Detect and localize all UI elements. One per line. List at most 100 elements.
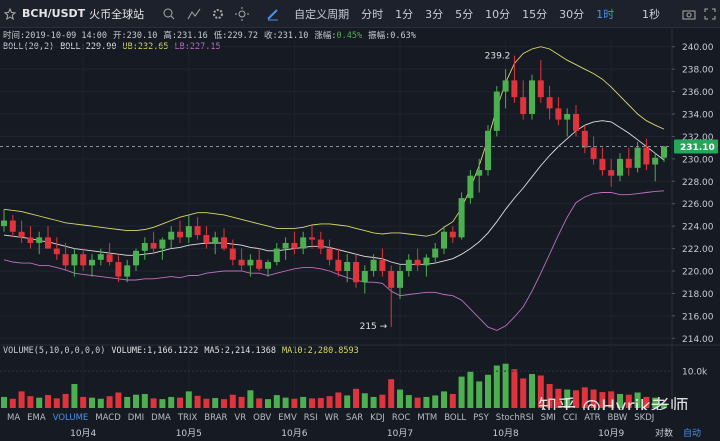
x-tick-label: 10月9 [598,428,624,439]
candle-body [221,237,227,249]
volume-bar [353,388,359,408]
info-label: 涨幅: [314,31,337,41]
volume-bar [502,363,509,408]
y-tick-label: 230.00 [682,155,714,165]
volume-bar [124,396,131,408]
y-tick-label: 216.00 [682,312,714,322]
volume-bar [45,395,51,408]
candle-body [326,248,333,260]
period-menu[interactable]: 自定义周期 [294,7,350,21]
candle-body [238,259,245,266]
indicator-tab[interactable]: DMI [127,413,145,423]
info-label: 时间: [3,31,26,41]
volume-bar [555,388,562,408]
indicator-tab[interactable]: CCI [562,413,578,423]
indicator-tab[interactable]: MACD [95,413,121,423]
period[interactable]: 分时 [361,7,384,21]
volume-bar [661,403,667,408]
period[interactable]: 1时 [596,7,615,21]
info-item: 涨幅:0.45% [314,31,362,41]
volume-bar [388,379,395,408]
indicator-tab[interactable]: EMA [27,413,46,423]
camera-icon[interactable] [682,8,696,20]
indicator-tab[interactable]: PSY [473,413,489,423]
volume-bar [168,396,175,408]
indicator-tab[interactable]: TRIX [177,413,198,423]
indicator-tab[interactable]: RSI [303,413,318,423]
last-price-box [674,139,718,154]
volume-bar [9,398,16,408]
indicator-tab[interactable]: OBV [253,413,272,423]
indicator-tab[interactable]: BBW [607,413,628,423]
candle-body [537,80,544,98]
indicator-tab[interactable]: MA [7,413,21,423]
candle-body [441,231,447,249]
indicator-tab[interactable]: SMI [540,413,556,423]
period[interactable]: 1分 [395,7,414,21]
boll-legend: BOLL(20,2) BOLL:229.90 UB:232.65 LB:227.15 [3,42,227,52]
tool-icons[interactable] [186,6,256,22]
volume-bar [608,391,615,408]
info-label: 开: [113,31,127,41]
volume-bar [203,398,210,408]
volume-bar [573,390,579,408]
search-icon[interactable] [162,7,176,21]
volume-bar [194,395,201,408]
volume-bar [397,389,403,408]
candle-body [89,259,95,266]
volume-bar [62,393,69,408]
volume-bar [221,399,227,408]
indicator-tab[interactable]: KDJ [370,413,385,423]
info-item: 开:230.10 [113,31,157,41]
star-icon[interactable] [4,7,16,20]
info-value: 229.72 [227,31,259,41]
period[interactable]: 30分 [559,7,585,21]
indicator-tab[interactable]: WR [324,413,339,423]
candle-body [370,259,377,271]
volume-bar [467,371,474,408]
candle-body [617,158,623,176]
info-value: 230.10 [126,31,158,41]
period[interactable]: 5分 [455,7,474,21]
indicator-tab[interactable]: StochRSI [495,413,534,423]
period[interactable]: 3分 [425,7,444,21]
indicator-tab[interactable]: VR [234,413,247,423]
indicator-tab[interactable]: ROC [391,413,411,423]
y-tick-label: 214.00 [682,335,714,345]
y-tick-label: 220.00 [682,267,714,277]
y-tick-label: 218.00 [682,290,714,300]
indicator-tab[interactable]: VOLUME [52,413,89,423]
indicator-tab[interactable]: BOLL [444,413,467,423]
volume-bar [115,392,122,408]
indicator-tab[interactable]: ATR [584,413,601,423]
indicator-tab[interactable]: SAR [345,413,364,423]
volume-bar [300,396,307,408]
info-item: 高:231.16 [163,31,207,41]
symbol[interactable]: BCH/USDT [22,7,86,20]
volume-bar [27,396,34,408]
legend-item: VOLUME:1,166.1222 [111,346,199,356]
y-tick-label: 10.0k [682,368,708,378]
indicator-tab[interactable]: EMV [278,413,297,423]
period[interactable]: 10分 [485,7,511,21]
volume-bar [414,397,421,408]
legend-item: MA5:2,214.1368 [204,346,277,356]
candle-body [661,146,667,158]
period[interactable]: 15分 [522,7,548,21]
fullscreen-icon[interactable] [704,8,716,20]
info-item: 时间:2019-10-09 14:00 [3,31,107,41]
candle-body [423,257,430,266]
refresh[interactable]: 1秒 [642,7,660,21]
volume-bar [150,398,157,408]
candle-body [634,147,641,168]
volume-bar [405,395,412,408]
indicator-tab[interactable]: SKDJ [634,413,655,423]
indicator-tab[interactable]: BRAR [204,413,228,423]
candle-body [335,259,342,271]
indicator-tab[interactable]: DMA [151,413,171,423]
y-tick-label: 224.00 [682,223,714,233]
volume-bar [18,391,25,408]
draw-icon[interactable] [266,7,280,21]
volume-bar [265,399,271,408]
indicator-tab[interactable]: MTM [417,413,438,423]
